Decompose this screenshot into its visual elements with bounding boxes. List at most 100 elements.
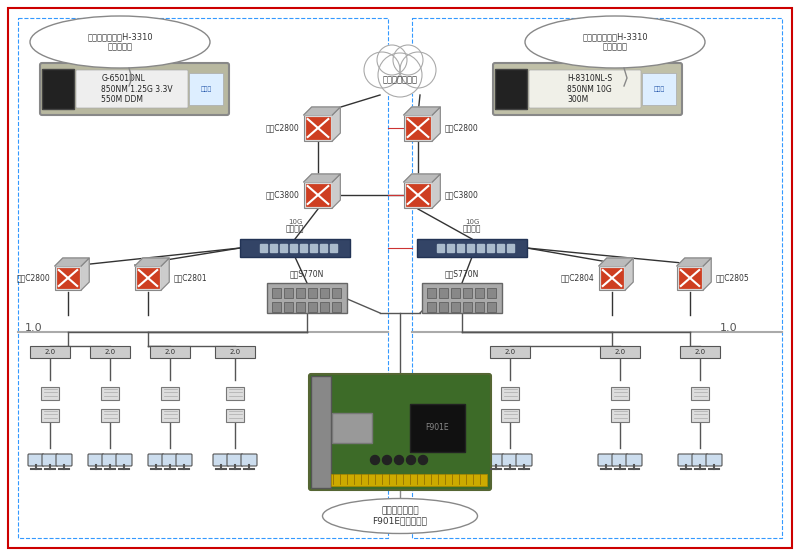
Text: 华为S770N: 华为S770N: [290, 269, 324, 278]
Bar: [451, 302, 460, 312]
FancyBboxPatch shape: [226, 408, 244, 422]
FancyBboxPatch shape: [161, 387, 179, 399]
FancyBboxPatch shape: [677, 266, 703, 290]
Text: 允润通: 允润通: [654, 86, 665, 92]
FancyBboxPatch shape: [101, 408, 119, 422]
FancyBboxPatch shape: [598, 266, 626, 290]
Ellipse shape: [30, 16, 210, 68]
Text: 路由C3800: 路由C3800: [266, 190, 300, 199]
Bar: [427, 288, 436, 298]
FancyBboxPatch shape: [332, 413, 372, 443]
FancyBboxPatch shape: [501, 408, 519, 422]
Circle shape: [400, 52, 436, 88]
FancyBboxPatch shape: [148, 454, 164, 466]
Bar: [487, 302, 496, 312]
Bar: [320, 288, 329, 298]
Polygon shape: [432, 107, 440, 141]
FancyBboxPatch shape: [422, 283, 502, 313]
FancyBboxPatch shape: [502, 454, 518, 466]
Bar: [284, 288, 293, 298]
FancyBboxPatch shape: [176, 454, 192, 466]
Text: 路由C2804: 路由C2804: [561, 273, 594, 282]
FancyBboxPatch shape: [304, 115, 332, 141]
Circle shape: [394, 456, 403, 465]
Bar: [30, 346, 70, 358]
Bar: [272, 288, 281, 298]
Bar: [150, 346, 190, 358]
Text: 2.0: 2.0: [505, 349, 515, 355]
FancyBboxPatch shape: [598, 454, 614, 466]
FancyBboxPatch shape: [42, 454, 58, 466]
FancyBboxPatch shape: [306, 117, 330, 139]
FancyBboxPatch shape: [692, 454, 708, 466]
FancyBboxPatch shape: [678, 454, 694, 466]
Bar: [308, 288, 317, 298]
Bar: [490, 346, 530, 358]
Bar: [308, 302, 317, 312]
Bar: [300, 244, 307, 252]
FancyBboxPatch shape: [162, 454, 178, 466]
Bar: [330, 244, 337, 252]
Bar: [284, 302, 293, 312]
FancyBboxPatch shape: [213, 454, 229, 466]
FancyBboxPatch shape: [691, 408, 709, 422]
Polygon shape: [162, 258, 170, 290]
Bar: [260, 244, 267, 252]
Bar: [467, 244, 474, 252]
FancyBboxPatch shape: [706, 454, 722, 466]
Bar: [332, 288, 341, 298]
Bar: [311, 376, 331, 488]
Bar: [296, 288, 305, 298]
Text: 2.0: 2.0: [694, 349, 706, 355]
Text: 内部使用光润通H-3310
万兆光模块: 内部使用光润通H-3310 万兆光模块: [582, 32, 648, 52]
FancyBboxPatch shape: [41, 408, 59, 422]
FancyBboxPatch shape: [678, 268, 701, 288]
Bar: [497, 244, 504, 252]
Polygon shape: [135, 258, 170, 266]
FancyBboxPatch shape: [601, 268, 623, 288]
Text: 1.0: 1.0: [720, 323, 738, 333]
Text: 路由C2805: 路由C2805: [715, 273, 749, 282]
Bar: [475, 302, 484, 312]
FancyBboxPatch shape: [102, 454, 118, 466]
Circle shape: [382, 456, 391, 465]
Text: 内部使用允润通
F901E千兆光网卡: 内部使用允润通 F901E千兆光网卡: [373, 506, 427, 526]
Text: F901E: F901E: [425, 423, 449, 432]
Text: 2.0: 2.0: [614, 349, 626, 355]
FancyBboxPatch shape: [612, 454, 628, 466]
Bar: [296, 302, 305, 312]
FancyBboxPatch shape: [495, 69, 527, 109]
Bar: [437, 244, 444, 252]
FancyBboxPatch shape: [189, 73, 223, 105]
Polygon shape: [404, 174, 440, 182]
Circle shape: [370, 456, 379, 465]
Bar: [439, 302, 448, 312]
Text: 路由C2800: 路由C2800: [17, 273, 51, 282]
FancyBboxPatch shape: [626, 454, 642, 466]
Circle shape: [406, 456, 415, 465]
FancyBboxPatch shape: [40, 63, 229, 115]
FancyBboxPatch shape: [28, 454, 44, 466]
Polygon shape: [55, 258, 90, 266]
Text: 2.0: 2.0: [105, 349, 115, 355]
Bar: [280, 244, 287, 252]
Text: 下联端口: 下联端口: [286, 224, 304, 233]
Bar: [475, 288, 484, 298]
Circle shape: [393, 45, 423, 75]
FancyBboxPatch shape: [529, 70, 641, 108]
Ellipse shape: [525, 16, 705, 68]
Polygon shape: [626, 258, 634, 290]
FancyBboxPatch shape: [691, 387, 709, 399]
Bar: [463, 302, 472, 312]
Text: 路由C3800: 路由C3800: [444, 190, 478, 199]
Text: 2.0: 2.0: [45, 349, 55, 355]
FancyBboxPatch shape: [611, 408, 629, 422]
Ellipse shape: [322, 499, 478, 534]
FancyBboxPatch shape: [227, 454, 243, 466]
FancyBboxPatch shape: [226, 387, 244, 399]
Bar: [477, 244, 484, 252]
FancyBboxPatch shape: [42, 69, 74, 109]
Text: 允润通: 允润通: [200, 86, 212, 92]
Bar: [457, 244, 464, 252]
Bar: [270, 244, 277, 252]
